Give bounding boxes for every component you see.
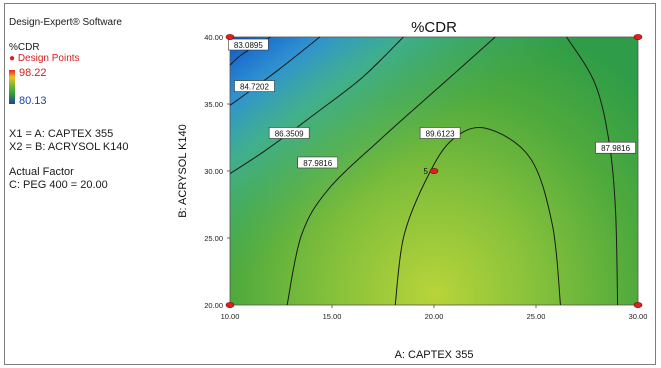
design-points-legend: ● Design Points [9,53,80,64]
y-tick-label: 25.00 [204,234,223,243]
color-scale-min: 80.13 [19,95,47,107]
y-tick-label: 35.00 [204,100,223,109]
design-point [225,34,235,40]
actual-factor-heading: Actual Factor [9,166,74,178]
contour-label-box [228,38,269,51]
x-axis-label: A: CAPTEX 355 [395,349,474,361]
contour-label: 83.0895 [234,41,263,50]
x-tick-label: 10.00 [221,312,240,321]
contour-label: 86.3509 [275,129,304,138]
contour-label: 89.6123 [426,129,455,138]
contour-line [229,36,321,106]
x-tick-label: 15.00 [323,312,342,321]
design-point-label: 5 [424,167,429,176]
factor-x1: X1 = A: CAPTEX 355 [9,128,114,140]
contour-label: 84.7202 [240,83,269,92]
y-tick-label: 20.00 [204,301,223,310]
contour-line [286,36,496,306]
contour-label-box [419,127,461,139]
design-point [225,302,235,308]
design-point [633,302,643,308]
figure-frame: Design-Expert® Software %CDR ● Design Po… [4,3,656,365]
factor-x2: X2 = B: ACRYSOL K140 [9,141,129,153]
response-name: %CDR [9,42,40,53]
actual-factor-value: C: PEG 400 = 20.00 [9,179,108,191]
contour-label-box [297,156,339,169]
chart-title: %CDR [411,19,457,36]
contour-line [394,127,561,306]
software-label: Design-Expert® Software [9,17,122,28]
color-scale-max: 98.22 [19,67,47,79]
design-point-icon: ● [9,53,16,64]
x-tick-label: 20.00 [425,312,444,321]
color-scale-bar [9,70,15,104]
y-tick-label: 40.00 [204,33,223,42]
contour-label-box [595,141,636,154]
contour-label: 87.9816 [303,159,332,168]
contour-label-box [234,80,275,92]
contour-line [229,36,404,175]
x-tick-label: 30.00 [629,312,648,321]
y-axis-label: B: ACRYSOL K140 [177,124,189,218]
y-tick-label: 30.00 [204,167,223,176]
contour-label-box [268,127,310,139]
contour-label: 87.9816 [601,144,630,153]
design-point [429,168,439,174]
contour-plot: 83.0895 84.7202 86.3509 87.9816 89.6123 87.98… [177,19,648,361]
design-point [633,34,643,40]
design-points-label: Design Points [17,53,80,64]
x-tick-label: 25.00 [527,312,546,321]
